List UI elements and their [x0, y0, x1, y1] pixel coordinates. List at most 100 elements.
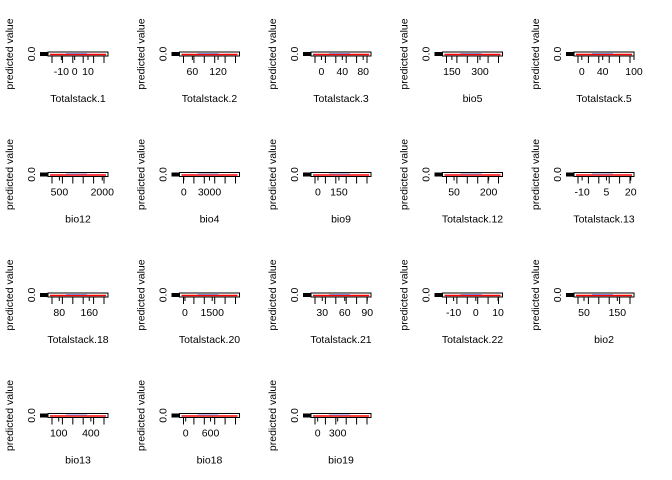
panel: predicted value 0.0 30 60 90 Totalstack.21 — [267, 259, 373, 346]
y-axis-stub — [303, 413, 311, 418]
panel: predicted value 0.0 0 3000 bio4 — [136, 139, 240, 226]
panel: predicted value 0.0 60 120 Totalstack.2 — [136, 18, 240, 105]
y-tick-label: 0.0 — [26, 288, 38, 303]
y-axis-label: predicted value — [267, 139, 279, 210]
panel: predicted value 0.0 0 40 100 Totalstack.5 — [530, 18, 643, 105]
y-axis-stub — [40, 52, 48, 56]
y-axis-label: predicted value — [136, 139, 148, 210]
y-axis-stub — [171, 52, 180, 56]
y-axis-label: predicted value — [136, 18, 148, 89]
x-tick-label: 60 — [339, 307, 351, 319]
y-axis-label: predicted value — [530, 139, 542, 210]
x-tick-label: -10 — [54, 66, 69, 78]
x-tick-label: 300 — [471, 66, 489, 78]
y-axis-label: predicted value — [267, 259, 279, 330]
y-tick-label: 0.0 — [158, 167, 170, 182]
y-axis-stub — [566, 293, 574, 297]
x-tick-label: 0 — [579, 66, 585, 78]
y-axis-stub — [434, 172, 443, 177]
x-tick-label: 150 — [443, 66, 461, 78]
y-tick-label: 0.0 — [158, 47, 170, 62]
y-axis-stub — [303, 293, 311, 297]
y-axis-stub — [566, 172, 574, 177]
y-tick-label: 0.0 — [552, 47, 564, 62]
x-tick-label: 120 — [209, 66, 227, 78]
x-tick-label: 200 — [480, 187, 498, 199]
y-tick-label: 0.0 — [26, 167, 38, 182]
y-axis-stub — [171, 293, 180, 297]
x-tick-label: 30 — [316, 307, 328, 319]
y-axis-stub — [434, 293, 443, 297]
y-axis-label: predicted value — [267, 380, 279, 451]
x-tick-label: 0 — [72, 66, 78, 78]
y-axis-stub — [566, 52, 574, 56]
x-tick-label: 150 — [609, 307, 627, 319]
y-axis-label: predicted value — [4, 139, 16, 210]
y-axis-label: predicted value — [399, 139, 411, 210]
x-tick-label: 0 — [183, 428, 189, 440]
x-axis-label: bio5 — [463, 93, 483, 105]
y-tick-label: 0.0 — [289, 167, 301, 182]
x-axis-label: bio12 — [65, 214, 91, 226]
x-tick-label: 10 — [82, 66, 94, 78]
y-axis-label: predicted value — [399, 259, 411, 330]
x-tick-label: -10 — [446, 307, 461, 319]
y-axis-stub — [40, 293, 48, 297]
x-tick-label: 50 — [448, 187, 460, 199]
y-axis-label: predicted value — [4, 380, 16, 451]
y-tick-label: 0.0 — [26, 408, 38, 423]
y-axis-label: predicted value — [4, 259, 16, 330]
y-tick-label: 0.0 — [552, 288, 564, 303]
x-tick-label: 50 — [578, 307, 590, 319]
x-axis-label: Totalstack.13 — [573, 214, 634, 226]
x-tick-label: 160 — [80, 307, 98, 319]
x-tick-label: 600 — [202, 428, 220, 440]
x-axis-label: Totalstack.5 — [576, 93, 632, 105]
panel: predicted value 0.0 -10 5 20 Totalstack.13 — [530, 139, 637, 226]
x-axis-label: Totalstack.20 — [179, 334, 240, 346]
x-axis-label: Totalstack.1 — [50, 93, 106, 105]
panel: predicted value 0.0 -10 0 10 Totalstack.1 — [4, 18, 109, 105]
y-tick-label: 0.0 — [289, 288, 301, 303]
panel: predicted value 0.0 50 150 bio2 — [530, 259, 635, 346]
panel: predicted value 0.0 0 150 bio9 — [267, 139, 372, 226]
x-axis-label: Totalstack.3 — [313, 93, 369, 105]
y-axis-label: predicted value — [399, 18, 411, 89]
y-axis-label: predicted value — [4, 18, 16, 89]
x-tick-label: 60 — [187, 66, 199, 78]
y-axis-stub — [303, 172, 311, 177]
panel: predicted value 0.0 0 1500 Totalstack.20 — [136, 259, 241, 346]
y-axis-stub — [171, 413, 180, 418]
x-axis-label: bio13 — [65, 455, 91, 467]
x-tick-label: 5 — [604, 187, 610, 199]
x-tick-label: 80 — [53, 307, 65, 319]
x-tick-label: 80 — [357, 66, 369, 78]
panel: predicted value 0.0 500 2000 bio12 — [4, 139, 114, 226]
x-tick-label: 0 — [319, 66, 325, 78]
y-tick-label: 0.0 — [421, 167, 433, 182]
y-tick-label: 0.0 — [421, 47, 433, 62]
y-axis-label: predicted value — [530, 259, 542, 330]
y-axis-label: predicted value — [530, 18, 542, 89]
x-axis-label: Totalstack.21 — [310, 334, 371, 346]
x-tick-label: 400 — [82, 428, 100, 440]
y-axis-label: predicted value — [136, 259, 148, 330]
x-axis-label: Totalstack.18 — [47, 334, 108, 346]
x-axis-label: bio2 — [594, 334, 614, 346]
x-tick-label: 150 — [330, 187, 348, 199]
y-tick-label: 0.0 — [289, 47, 301, 62]
x-tick-label: 20 — [625, 187, 637, 199]
x-axis-label: bio4 — [200, 214, 220, 226]
x-axis-label: Totalstack.2 — [182, 93, 238, 105]
panel: predicted value 0.0 0 600 bio18 — [136, 380, 240, 467]
y-axis-stub — [303, 52, 311, 56]
x-axis-label: bio18 — [197, 455, 223, 467]
panel: predicted value 0.0 100 400 bio13 — [4, 380, 109, 467]
y-axis-label: predicted value — [267, 18, 279, 89]
panel: predicted value 0.0 0 40 80 Totalstack.3 — [267, 18, 372, 105]
x-axis-label: Totalstack.22 — [442, 334, 503, 346]
x-tick-label: 2000 — [91, 187, 115, 199]
y-tick-label: 0.0 — [26, 47, 38, 62]
y-tick-label: 0.0 — [552, 167, 564, 182]
